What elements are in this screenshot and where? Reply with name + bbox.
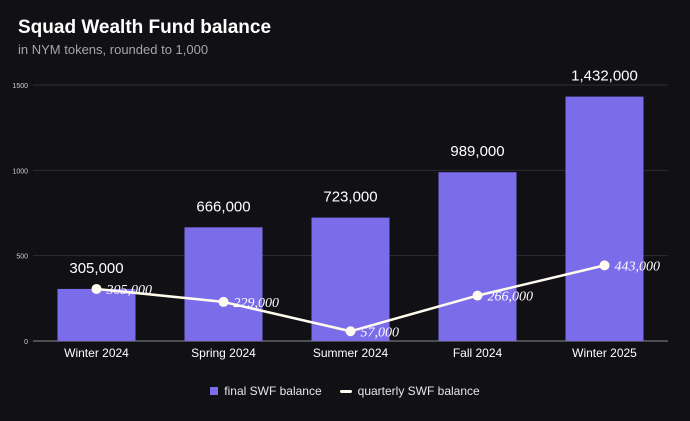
bar-1 bbox=[184, 227, 263, 341]
x-tick-label-1: Spring 2024 bbox=[191, 346, 256, 360]
bar-value-label-4: 1,432,000 bbox=[571, 68, 638, 85]
legend: final SWF balance quarterly SWF balance bbox=[0, 384, 690, 398]
line-value-label-3: 266,000 bbox=[488, 290, 534, 305]
x-tick-label-3: Fall 2024 bbox=[453, 346, 503, 360]
y-tick-label-1000: 1000 bbox=[12, 168, 28, 175]
x-tick-label-0: Winter 2024 bbox=[64, 346, 129, 360]
legend-item-line[interactable]: quarterly SWF balance bbox=[339, 384, 480, 398]
y-tick-label-0: 0 bbox=[24, 339, 28, 346]
line-point-0 bbox=[91, 283, 102, 294]
line-point-3 bbox=[472, 290, 483, 301]
bar-value-label-0: 305,000 bbox=[69, 260, 123, 277]
y-tick-label-1500: 1500 bbox=[12, 83, 28, 90]
line-value-label-4: 443,000 bbox=[615, 259, 661, 274]
y-tick-label-500: 500 bbox=[16, 254, 28, 261]
x-tick-label-2: Summer 2024 bbox=[313, 346, 389, 360]
bar-value-label-2: 723,000 bbox=[323, 189, 377, 206]
line-value-label-1: 229,000 bbox=[234, 296, 280, 311]
bar-value-label-1: 666,000 bbox=[196, 198, 250, 215]
legend-swatch-bar bbox=[210, 387, 219, 395]
legend-item-bar[interactable]: final SWF balance bbox=[210, 384, 322, 398]
chart-subtitle: in NYM tokens, rounded to 1,000 bbox=[18, 42, 209, 57]
chart-title: Squad Wealth Fund balance bbox=[18, 17, 272, 38]
line-point-2 bbox=[345, 326, 356, 337]
bar-4 bbox=[565, 96, 644, 341]
line-point-1 bbox=[218, 296, 229, 307]
line-value-label-2: 57,000 bbox=[361, 325, 400, 340]
line-point-4 bbox=[599, 260, 610, 271]
line-value-label-0: 305,000 bbox=[106, 283, 153, 298]
legend-swatch-line bbox=[339, 389, 352, 393]
bar-0 bbox=[57, 288, 136, 341]
x-tick-label-4: Winter 2025 bbox=[572, 346, 637, 360]
legend-label-bar: final SWF balance bbox=[224, 384, 322, 398]
bar-value-label-3: 989,000 bbox=[450, 143, 504, 160]
bar-2 bbox=[311, 217, 390, 341]
bar-3 bbox=[438, 172, 517, 341]
legend-label-line: quarterly SWF balance bbox=[357, 384, 480, 398]
